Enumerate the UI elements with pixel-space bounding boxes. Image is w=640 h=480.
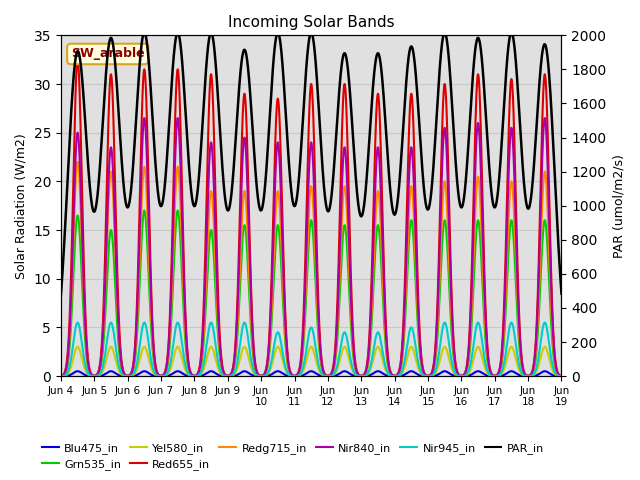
Grn535_in	[248, 343, 256, 349]
Yel580_in	[557, 373, 565, 379]
Nir945_in	[383, 367, 390, 373]
Title: Incoming Solar Bands: Incoming Solar Bands	[228, 15, 394, 30]
Nir840_in	[357, 373, 365, 379]
Nir840_in	[148, 317, 156, 323]
Line: Grn535_in: Grn535_in	[61, 211, 561, 376]
Red655_in	[248, 317, 256, 323]
Nir840_in	[383, 341, 390, 347]
Redg715_in	[557, 373, 565, 379]
Nir945_in	[357, 373, 365, 379]
Yel580_in	[241, 344, 248, 350]
Grn535_in	[383, 352, 390, 358]
Redg715_in	[468, 284, 476, 289]
Nir840_in	[557, 373, 565, 379]
Yel580_in	[57, 373, 65, 379]
Line: Blu475_in: Blu475_in	[61, 371, 561, 376]
Nir945_in	[468, 349, 476, 355]
Red655_in	[74, 57, 81, 62]
Redg715_in	[248, 336, 256, 342]
Nir840_in	[431, 357, 438, 363]
Red655_in	[431, 355, 438, 360]
Yel580_in	[357, 373, 365, 379]
Text: SW_arable: SW_arable	[71, 48, 145, 60]
Grn535_in	[357, 373, 365, 379]
Grn535_in	[557, 373, 565, 379]
Redg715_in	[383, 348, 390, 353]
PAR_in	[57, 292, 65, 298]
Redg715_in	[357, 373, 365, 379]
Yel580_in	[248, 367, 256, 373]
Blu475_in	[468, 371, 476, 377]
Red655_in	[557, 373, 565, 379]
Red655_in	[148, 307, 156, 312]
PAR_in	[468, 77, 476, 83]
Grn535_in	[468, 303, 476, 309]
Redg715_in	[431, 361, 438, 367]
Nir840_in	[140, 115, 148, 121]
Blu475_in	[557, 373, 565, 379]
Nir945_in	[241, 320, 248, 325]
Yel580_in	[383, 369, 390, 375]
Yel580_in	[468, 360, 476, 366]
Line: Nir945_in: Nir945_in	[61, 323, 561, 376]
PAR_in	[383, 136, 390, 142]
Y-axis label: PAR (umol/m2/s): PAR (umol/m2/s)	[612, 154, 625, 258]
Nir945_in	[148, 361, 156, 367]
Blu475_in	[431, 373, 438, 379]
Blu475_in	[248, 372, 256, 378]
Yel580_in	[148, 367, 156, 372]
Line: PAR_in: PAR_in	[61, 33, 561, 295]
Yel580_in	[431, 372, 438, 377]
PAR_in	[148, 104, 156, 109]
Blu475_in	[357, 373, 365, 379]
Y-axis label: Solar Radiation (W/m2): Solar Radiation (W/m2)	[15, 133, 28, 278]
Blu475_in	[57, 373, 65, 379]
Line: Redg715_in: Redg715_in	[61, 162, 561, 376]
Blu475_in	[148, 372, 156, 378]
PAR_in	[431, 147, 438, 153]
Nir945_in	[557, 373, 565, 379]
Red655_in	[383, 334, 390, 339]
PAR_in	[557, 291, 565, 297]
Blu475_in	[241, 368, 248, 374]
Red655_in	[468, 238, 476, 243]
Grn535_in	[57, 373, 65, 379]
Nir945_in	[248, 362, 256, 368]
Nir840_in	[468, 260, 476, 265]
Red655_in	[57, 373, 65, 379]
Nir840_in	[248, 326, 256, 332]
Nir945_in	[57, 373, 65, 379]
Redg715_in	[148, 328, 156, 334]
Nir840_in	[57, 373, 65, 379]
Redg715_in	[57, 373, 65, 379]
Red655_in	[357, 373, 365, 379]
Blu475_in	[383, 372, 390, 378]
PAR_in	[357, 214, 365, 219]
Grn535_in	[148, 337, 156, 343]
Line: Red655_in: Red655_in	[61, 60, 561, 376]
Line: Nir840_in: Nir840_in	[61, 118, 561, 376]
Legend: Blu475_in, Grn535_in, Yel580_in, Red655_in, Redg715_in, Nir840_in, Nir945_in, PA: Blu475_in, Grn535_in, Yel580_in, Red655_…	[38, 438, 548, 474]
Redg715_in	[74, 159, 81, 165]
PAR_in	[248, 121, 256, 127]
Grn535_in	[431, 363, 438, 369]
PAR_in	[174, 30, 182, 36]
Grn535_in	[140, 208, 148, 214]
Line: Yel580_in: Yel580_in	[61, 347, 561, 376]
Nir945_in	[431, 370, 438, 375]
